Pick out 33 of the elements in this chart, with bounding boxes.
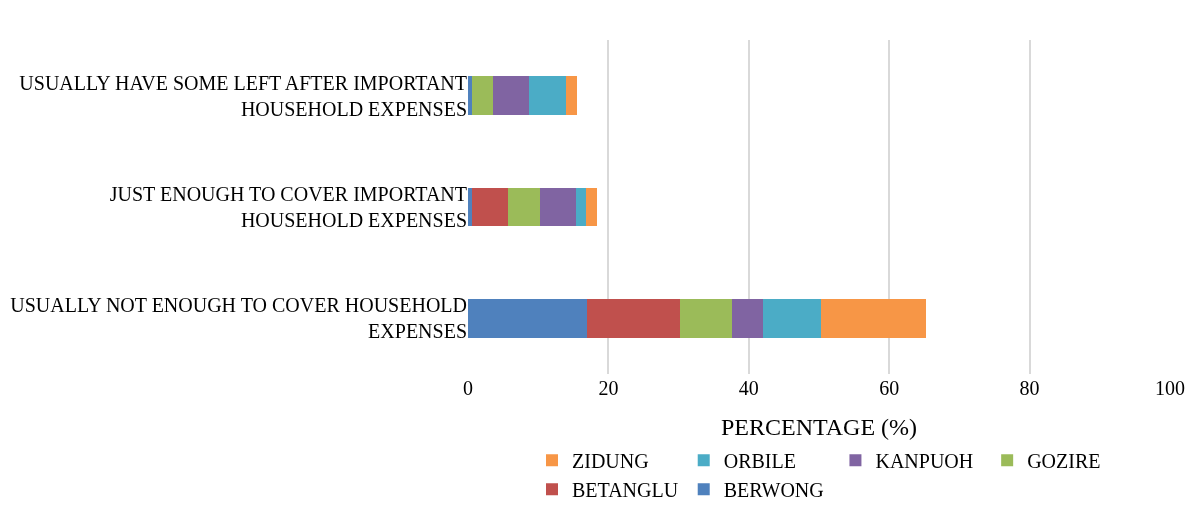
x-axis-title: PERCENTAGE (%) (720, 414, 918, 441)
y-tick-label: USUALLY HAVE SOME LEFT AFTER IMPORTANT HOUSEHOLD EXPENSES (19, 71, 467, 120)
bar (566, 76, 577, 116)
bar (762, 298, 822, 338)
bar (731, 298, 763, 338)
bar (468, 76, 472, 116)
bar (508, 187, 541, 227)
bar (680, 298, 732, 338)
bar (576, 187, 586, 227)
bar (587, 298, 680, 338)
x-tick-label: 60 (879, 377, 900, 399)
x-tick-label: 80 (1019, 377, 1040, 399)
x-tick-label: 0 (463, 377, 473, 399)
bar (585, 187, 598, 227)
bar (821, 298, 926, 338)
legend-label: GOZIRE (1027, 450, 1101, 473)
bar (493, 76, 530, 116)
bar (468, 298, 588, 338)
bar (468, 187, 472, 227)
x-tick-label: 20 (598, 377, 619, 399)
legend-label: ZIDUNG (572, 450, 649, 473)
legend-label: BETANGLU (572, 479, 679, 502)
bar (540, 187, 577, 227)
x-tick-label: 40 (738, 377, 759, 399)
legend-label: ORBILE (723, 450, 796, 473)
legend-label: KANPUOH (875, 450, 974, 473)
y-tick-label: JUST ENOUGH TO COVER IMPORTANT HOUSEHOLD EXPENSES (109, 183, 467, 231)
legend-label: BERWONG (723, 479, 824, 502)
bar (529, 76, 567, 116)
x-tick-label: 100 (1155, 377, 1185, 399)
bar (471, 76, 494, 116)
bar (471, 187, 509, 227)
y-tick-label: USUALLY NOT ENOUGH TO COVER HOUSEHOLD EXPENSES (10, 294, 467, 343)
